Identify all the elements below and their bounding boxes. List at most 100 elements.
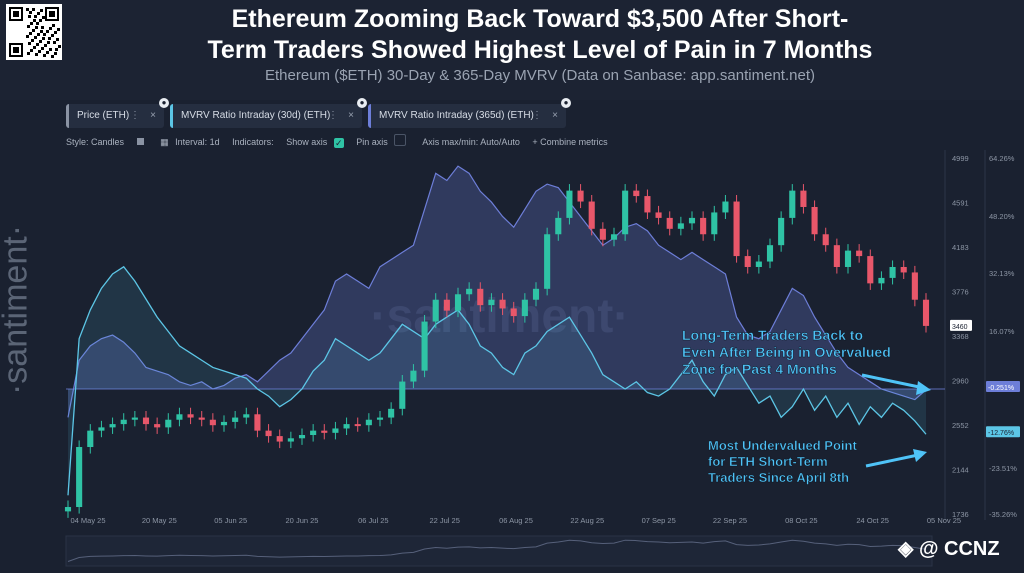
qr-module [37,12,40,15]
price-candle [911,265,918,307]
price-candle-body [722,201,729,213]
price-tick-label: 2960 [952,377,969,386]
tab-mvrv-365d-pin-icon[interactable]: ● [561,98,571,108]
price-candle [254,407,261,438]
tab-price[interactable]: Price (ETH) ⋮ × ● [66,98,169,128]
price-candle [376,411,384,427]
price-candle [388,402,395,425]
price-candle-body [532,288,540,300]
price-candle-body [856,250,863,257]
annotation-long-term-arrow-shaft [861,373,925,390]
price-candle [789,184,796,225]
price-candle [688,211,696,230]
santiment-watermark: ·santiment· [0,200,36,420]
tab-mvrv-30d-close-icon[interactable]: × [348,110,354,121]
price-candle [477,282,484,312]
price-candle-body [666,217,673,229]
ccnz-brand: ◈ @ CCNZ [898,536,1000,561]
qr-module [40,9,43,12]
annotation-short-term-line: Traders Since April 8th [708,470,849,485]
price-candle-body [131,417,138,420]
price-candle-body [220,421,228,426]
x-tick-label: 06 Aug 25 [499,516,533,525]
tab-price-close-icon[interactable]: × [150,110,156,121]
price-candle [198,411,205,427]
style-select[interactable]: Style: Candles [66,137,125,147]
qr-module [49,48,52,51]
qr-module [33,19,36,22]
tab-mvrv-30d-pin-icon[interactable]: ● [357,98,367,108]
price-candle-body [165,419,172,428]
price-candle-body [521,299,528,317]
percent-tick-label: 48.20% [989,212,1015,221]
x-tick-label: 04 May 25 [70,516,105,525]
price-candle [610,227,618,247]
price-candle [722,194,729,219]
qr-module [35,26,38,29]
tab-mvrv-365d[interactable]: MVRV Ratio Intraday (365d) (ETH) ⋮ × ● [368,98,571,128]
qr-module [54,31,57,34]
price-candle [131,411,138,427]
price-candle-body [64,507,72,512]
percent-tick-label: 32.13% [989,269,1015,278]
tab-mvrv-365d-menu-icon[interactable]: ⋮ [532,110,542,121]
price-candle-body [677,223,684,229]
price-candle-body [800,190,807,207]
qr-module [35,53,38,56]
qr-module [39,40,42,43]
price-candle-body [766,245,774,262]
qr-module [33,46,36,49]
tab-price-menu-icon[interactable]: ⋮ [130,110,140,121]
price-candle [499,293,506,315]
pin-axis-checkbox[interactable] [394,134,407,146]
navigator-strip [65,535,933,567]
price-candle [321,424,328,440]
price-candle [577,184,584,209]
price-candle [276,429,283,449]
price-candle [599,222,606,247]
combine-metrics-button[interactable]: + Combine metrics [532,137,608,147]
interval-select[interactable]: Interval: 1d [175,137,220,147]
navigator-price-line [67,539,927,562]
tab-mvrv-30d-menu-icon[interactable]: ⋮ [328,110,338,121]
annotation-short-term-arrow-head [913,449,927,462]
chart-toolbar: Style: Candles ▦ Interval: 1d Indicators… [66,134,618,150]
qr-module [30,22,33,25]
x-tick-label: 20 May 25 [142,516,177,525]
indicators-select[interactable]: Indicators: [232,137,274,147]
qr-finder-core [49,11,55,17]
tab-price-pin-icon[interactable]: ● [159,98,169,108]
price-candle [298,428,306,445]
qr-module [32,8,35,11]
show-axis-checkbox[interactable]: ✓ [333,138,344,148]
qr-module [44,44,47,47]
price-candle [867,249,874,290]
annotation-long-term-line: Long-Term Traders Back to [682,327,863,343]
x-tick-label: 22 Aug 25 [570,516,604,525]
tab-mvrv-30d[interactable]: MVRV Ratio Intraday (30d) (ETH) ⋮ × ● [170,98,367,128]
color-swatch-icon[interactable] [136,138,144,145]
price-candle-body [633,190,640,197]
axis-minmax-select[interactable]: Axis max/min: Auto/Auto [422,137,520,147]
price-candle [287,431,294,449]
tab-mvrv-365d-close-icon[interactable]: × [552,110,558,121]
price-candle [510,301,517,323]
price-candle-body [922,299,930,326]
price-candle-body [644,196,651,213]
qr-module [42,37,45,40]
price-candle [856,244,863,263]
price-candle [644,189,651,219]
pin-axis-label: Pin axis [356,137,388,147]
qr-module [58,45,61,48]
qr-module [48,37,51,40]
price-candle [109,417,116,434]
mvrv-30d-badge [986,426,1020,438]
mvrv-365d-badge [986,381,1020,392]
price-candle [655,205,662,225]
price-candle [755,254,762,274]
price-candle-body [510,308,517,317]
price-candle [220,415,228,432]
price-candle-body [833,245,840,267]
show-axis-label: Show axis [286,137,328,147]
price-candle [443,293,450,318]
